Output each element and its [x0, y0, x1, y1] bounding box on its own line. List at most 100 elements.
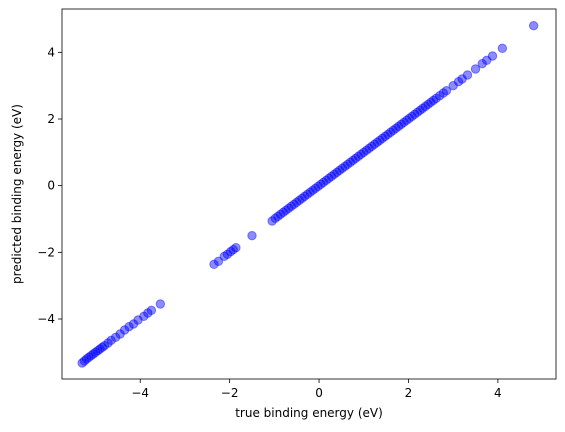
data-point [337, 163, 348, 174]
data-point [351, 153, 361, 164]
x-axis-label: true binding energy (eV) [235, 406, 383, 420]
data-point [318, 177, 329, 188]
data-point [470, 64, 481, 74]
data-point [528, 20, 539, 31]
data-points [77, 20, 539, 368]
data-point [292, 197, 302, 208]
data-point [273, 211, 283, 222]
data-point [407, 111, 417, 122]
data-point [423, 99, 433, 110]
data-point [231, 242, 241, 253]
data-point [332, 167, 342, 178]
x-tick-label: −2 [221, 386, 239, 400]
data-point [103, 338, 113, 348]
data-point [305, 187, 315, 198]
data-point [222, 249, 233, 260]
data-point [367, 141, 377, 152]
y-tick-label: −2 [37, 245, 55, 259]
data-point [391, 123, 401, 134]
data-point [128, 319, 139, 329]
data-point [324, 173, 334, 184]
data-point [310, 183, 321, 194]
x-tick-label: 0 [315, 386, 323, 400]
data-point [302, 189, 313, 200]
data-point [334, 165, 345, 176]
data-point [348, 155, 358, 166]
data-point [329, 169, 339, 180]
data-point [297, 193, 307, 204]
data-point [308, 185, 318, 196]
data-point [275, 209, 286, 220]
data-point [283, 203, 294, 214]
data-point [316, 179, 326, 190]
data-point [453, 76, 464, 87]
data-point [115, 329, 125, 339]
y-tick-label: 4 [47, 45, 55, 59]
data-point [428, 95, 439, 106]
data-point [209, 259, 219, 270]
data-point [139, 311, 149, 322]
data-point [106, 335, 116, 346]
data-point [294, 195, 305, 206]
y-tick-label: 0 [47, 179, 55, 193]
data-point [86, 350, 96, 361]
data-point [383, 129, 393, 140]
data-point [380, 131, 390, 142]
data-point [435, 90, 445, 101]
data-point [482, 55, 492, 66]
data-point [359, 147, 369, 158]
data-point [93, 345, 103, 356]
y-axis-label: predicted binding energy (eV) [10, 104, 24, 284]
data-point [353, 151, 364, 162]
data-point [410, 109, 420, 120]
data-point [356, 149, 366, 160]
data-point [313, 181, 323, 192]
data-point [369, 139, 380, 150]
data-point [225, 246, 236, 257]
data-point [477, 58, 487, 69]
data-point [385, 127, 396, 138]
data-point [247, 230, 257, 241]
data-point [364, 143, 374, 154]
data-point [404, 113, 415, 124]
data-point [95, 344, 105, 354]
y-tick-label: 2 [47, 112, 55, 126]
data-point [300, 191, 310, 202]
data-point [448, 80, 458, 91]
data-point [487, 51, 498, 61]
data-point [441, 85, 452, 96]
data-point [88, 349, 98, 359]
x-tick-label: 2 [405, 386, 413, 400]
data-point [90, 347, 101, 358]
data-point [375, 135, 385, 146]
data-point [267, 216, 277, 226]
data-point [431, 93, 441, 104]
data-point [345, 157, 356, 168]
data-point [146, 305, 157, 316]
data-point [401, 115, 412, 126]
data-point [79, 356, 90, 366]
y-tick-label: −4 [37, 312, 55, 326]
data-point [77, 358, 87, 368]
data-point [278, 207, 288, 218]
data-point [155, 299, 166, 309]
x-tick-label: 4 [494, 386, 502, 400]
data-point [84, 352, 94, 363]
data-point [377, 133, 388, 144]
data-point [420, 101, 431, 112]
data-point [497, 43, 508, 54]
data-point [124, 321, 134, 332]
data-point [393, 121, 404, 132]
y-axis-ticks: −4 −2 0 2 4 [37, 45, 62, 326]
data-point [213, 256, 224, 267]
data-point [321, 175, 331, 186]
data-point [462, 70, 473, 80]
data-point [270, 213, 280, 224]
data-point [396, 119, 407, 130]
data-point [342, 159, 353, 170]
data-point [361, 145, 372, 156]
data-point [289, 199, 299, 210]
data-point [133, 315, 143, 325]
data-point [143, 308, 153, 318]
data-point [438, 88, 449, 98]
